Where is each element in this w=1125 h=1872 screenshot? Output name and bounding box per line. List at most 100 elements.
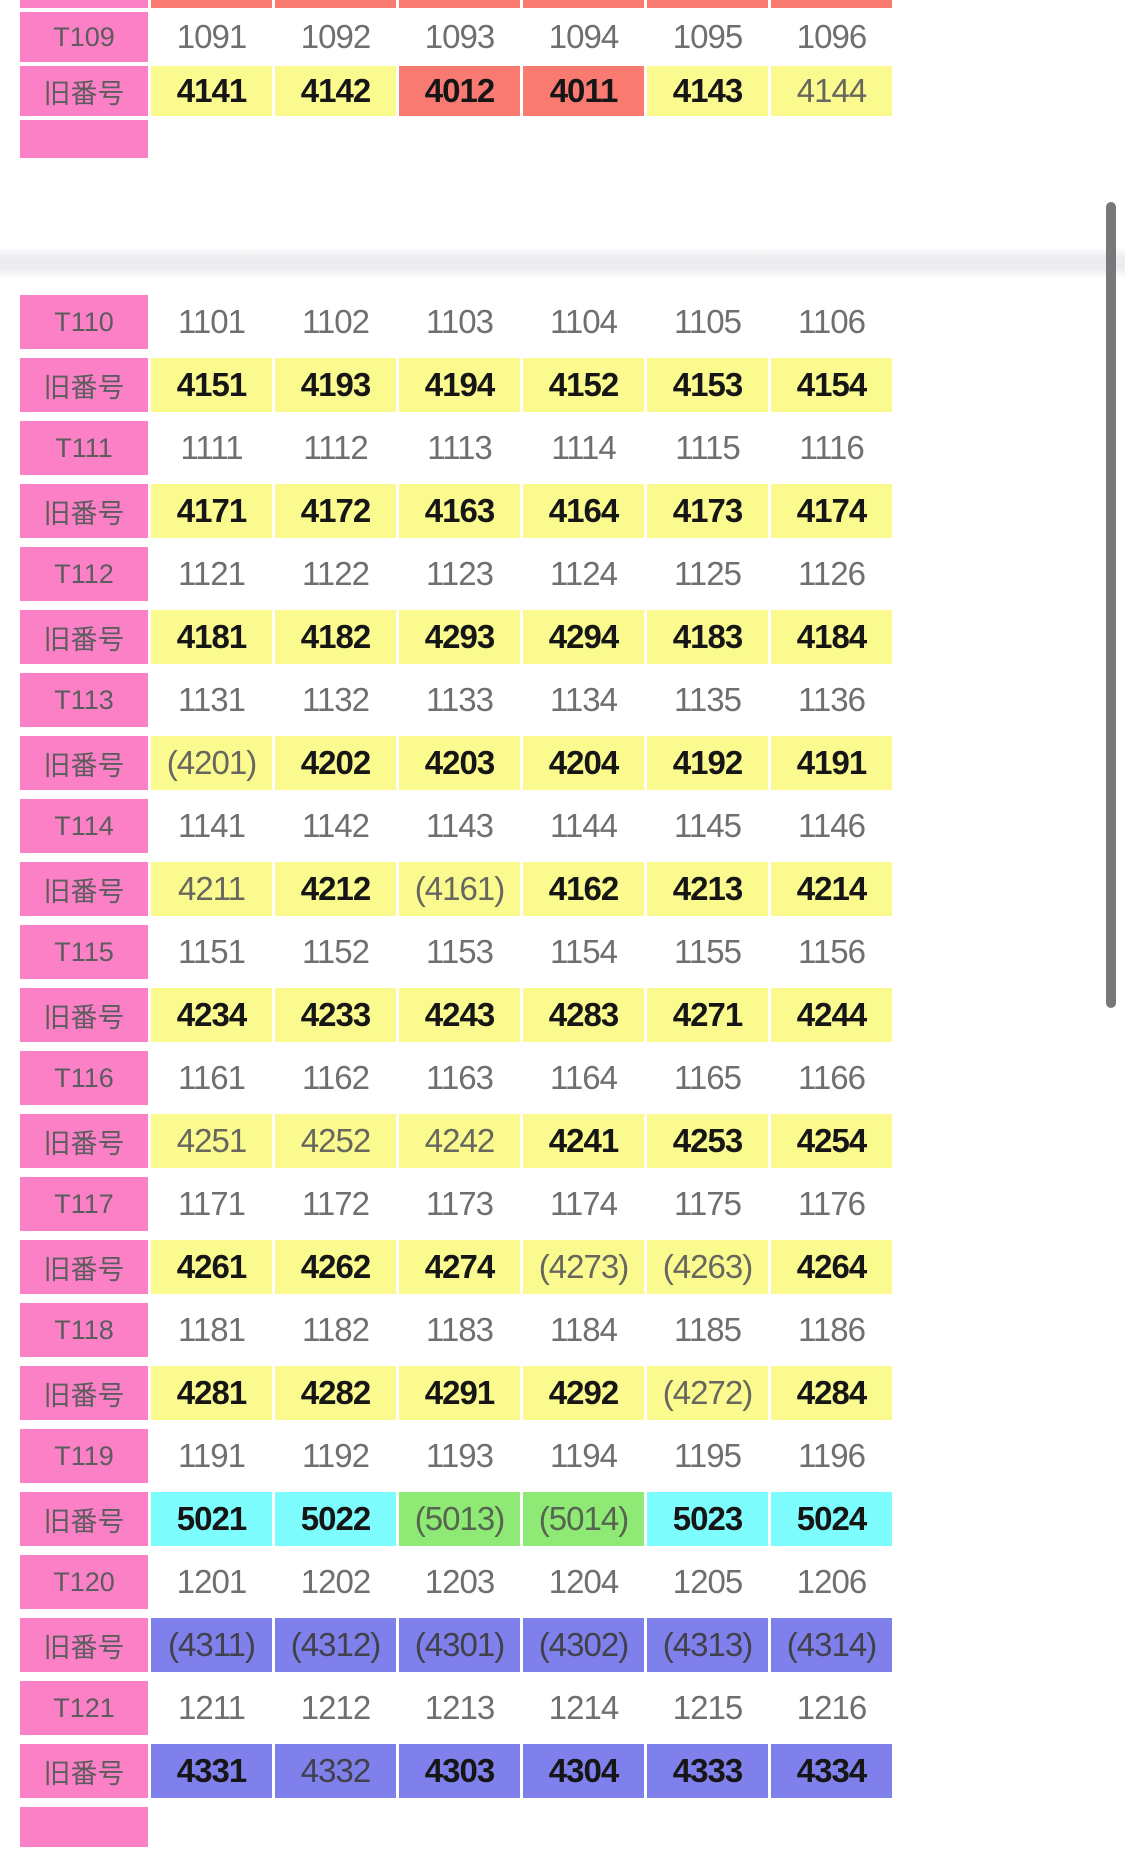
- table-row: T114 1141 1142 1143 1144 1145 1146: [20, 799, 892, 853]
- cell: (4313): [647, 1618, 768, 1672]
- cell: 1125: [674, 555, 742, 592]
- cell: 1143: [426, 807, 494, 844]
- cell: 4283: [523, 988, 644, 1042]
- table-row: T118 1181 1182 1183 1184 1185 1186: [20, 1303, 892, 1357]
- cell: (4301): [399, 1618, 520, 1672]
- cell: 1201: [176, 1563, 247, 1600]
- row-label: 旧番号: [20, 484, 148, 538]
- row-label: 旧番号: [20, 66, 148, 116]
- table-row: T119 1191 1192 1193 1194 1195 1196: [20, 1429, 892, 1483]
- cell: 5024: [771, 1492, 892, 1546]
- table-row: 旧番号 4151 4193 4194 4152 4153 4154: [20, 358, 892, 412]
- cell: 1146: [798, 807, 866, 844]
- table-row: T109 1091 1092 1093 1094 1095 1096: [20, 12, 892, 62]
- cell: 1191: [178, 1437, 246, 1474]
- table-row: [20, 0, 892, 8]
- table-row: 旧番号 4234 4233 4243 4283 4271 4244: [20, 988, 892, 1042]
- cell: 4153: [647, 358, 768, 412]
- cell: 1123: [426, 555, 494, 592]
- cell: 1102: [302, 303, 370, 340]
- cell: (4161): [399, 862, 520, 916]
- cell: 4151: [151, 358, 272, 412]
- cell: 4241: [523, 1114, 644, 1168]
- row-label: 旧番号: [20, 988, 148, 1042]
- cell: 4252: [275, 1114, 396, 1168]
- row-label: 旧番号: [20, 862, 148, 916]
- cell: 4303: [399, 1744, 520, 1798]
- cell: 1163: [426, 1059, 494, 1096]
- cell: 4172: [275, 484, 396, 538]
- table-row: 旧番号 (4311) (4312) (4301) (4302) (4313) (4314): [20, 1618, 892, 1672]
- cell: 4243: [399, 988, 520, 1042]
- cell: 1203: [424, 1563, 495, 1600]
- cell: 1212: [300, 1689, 371, 1726]
- row-label: T115: [20, 925, 148, 979]
- table-row: T111 1111 1112 1113 1114 1115 1116: [20, 421, 892, 475]
- cell: 4184: [771, 610, 892, 664]
- cell: 1183: [426, 1311, 494, 1348]
- cell: 4174: [771, 484, 892, 538]
- cell: 4154: [771, 358, 892, 412]
- cell: 4244: [771, 988, 892, 1042]
- cell: 1105: [674, 303, 742, 340]
- cell: 1194: [550, 1437, 618, 1474]
- cell: 4264: [771, 1240, 892, 1294]
- cell: 4262: [275, 1240, 396, 1294]
- cell: 4333: [647, 1744, 768, 1798]
- cell: 1114: [551, 429, 617, 466]
- row-label: 旧番号: [20, 358, 148, 412]
- cell: 1171: [178, 1185, 246, 1222]
- row-label: 旧番号: [20, 610, 148, 664]
- row-label: T109: [20, 12, 148, 62]
- cell: 1111: [180, 429, 243, 466]
- row-label: 旧番号: [20, 1492, 148, 1546]
- cell: 4214: [771, 862, 892, 916]
- cell: 4304: [523, 1744, 644, 1798]
- cell: 1141: [178, 807, 246, 844]
- cell: 4203: [399, 736, 520, 790]
- cell: [151, 0, 272, 8]
- cell: 1153: [426, 933, 494, 970]
- cell: 1186: [798, 1311, 866, 1348]
- cell: 1213: [424, 1689, 495, 1726]
- cell: 5021: [151, 1492, 272, 1546]
- cell: 1091: [176, 18, 247, 55]
- table-row: [20, 120, 892, 158]
- cell: 1175: [674, 1185, 742, 1222]
- table-row: T116 1161 1162 1163 1164 1165 1166: [20, 1051, 892, 1105]
- cell: 1145: [674, 807, 742, 844]
- page-scrollbar[interactable]: [1106, 202, 1116, 1008]
- cell: (4272): [647, 1366, 768, 1420]
- cell: 4292: [523, 1366, 644, 1420]
- row-label: T121: [20, 1681, 148, 1735]
- cell: 4261: [151, 1240, 272, 1294]
- cell: 1193: [426, 1437, 494, 1474]
- cell: 4334: [771, 1744, 892, 1798]
- cell: 1135: [674, 681, 742, 718]
- cell: 4242: [399, 1114, 520, 1168]
- row-label: T112: [20, 547, 148, 601]
- cell: (4311): [151, 1618, 272, 1672]
- cell: 1156: [798, 933, 866, 970]
- cell: 1166: [798, 1059, 866, 1096]
- cell: 4194: [399, 358, 520, 412]
- schedule-table-main: T110 1101 1102 1103 1104 1105 1106 旧番号 4151 4193 4…: [20, 295, 892, 1856]
- cell: 4152: [523, 358, 644, 412]
- cell: 4281: [151, 1366, 272, 1420]
- cell: (4273): [523, 1240, 644, 1294]
- cell: [275, 0, 396, 8]
- table-row: T110 1101 1102 1103 1104 1105 1106: [20, 295, 892, 349]
- cell: 1176: [798, 1185, 866, 1222]
- cell: 1121: [178, 555, 246, 592]
- cell: 4012: [399, 66, 520, 116]
- cell: 4251: [151, 1114, 272, 1168]
- cell: 4294: [523, 610, 644, 664]
- cell: 1122: [302, 555, 370, 592]
- cell: 1216: [796, 1689, 867, 1726]
- cell: 1184: [550, 1311, 618, 1348]
- cell: 4234: [151, 988, 272, 1042]
- cell: [771, 0, 892, 8]
- cell: 1126: [798, 555, 866, 592]
- cell: (4312): [275, 1618, 396, 1672]
- cell: 4291: [399, 1366, 520, 1420]
